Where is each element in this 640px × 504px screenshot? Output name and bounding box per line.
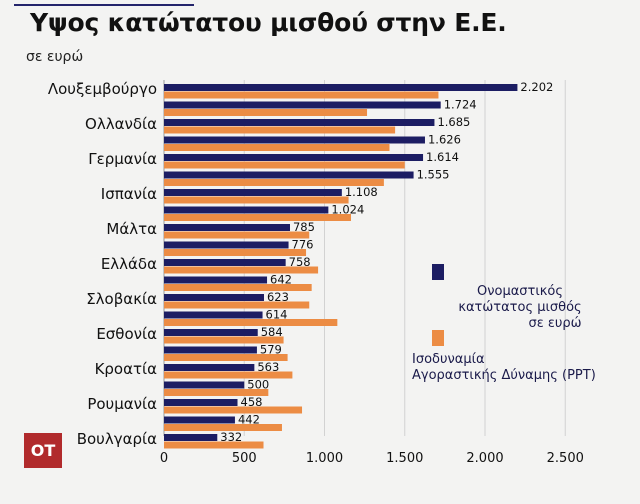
- category-label: Μάλτα: [106, 220, 157, 238]
- value-label: 584: [261, 325, 283, 339]
- bar-nominal: [164, 416, 235, 424]
- bar-ppp: [164, 196, 349, 204]
- value-label: 785: [293, 220, 315, 234]
- bar-ppp: [164, 179, 384, 186]
- value-label: 1.685: [437, 115, 470, 129]
- bar-nominal: [164, 206, 329, 214]
- value-label: 1.555: [417, 168, 450, 182]
- bar-ppp: [164, 424, 282, 431]
- category-label: Κροατία: [95, 360, 158, 378]
- bar-nominal: [164, 154, 424, 161]
- value-label: 614: [266, 308, 288, 322]
- x-tick-label: 1.500: [386, 451, 423, 466]
- bar-nominal: [164, 364, 255, 371]
- value-label: 642: [270, 273, 292, 287]
- bar-nominal: [164, 399, 238, 406]
- chart-subtitle: σε ευρώ: [26, 49, 84, 65]
- bar-ppp: [164, 144, 390, 151]
- x-tick-label: 1.000: [306, 451, 343, 466]
- bar-ppp: [164, 214, 351, 221]
- bar-ppp: [164, 91, 439, 99]
- bar-nominal: [164, 381, 245, 389]
- bar-nominal: [164, 241, 289, 249]
- bar-ppp: [164, 249, 307, 256]
- x-tick-label: 2.500: [547, 451, 584, 466]
- value-label: 1.108: [345, 185, 378, 199]
- bar-ppp: [164, 161, 405, 169]
- value-label: 1.626: [428, 133, 461, 147]
- value-label: 623: [267, 290, 289, 304]
- bar-ppp: [164, 284, 312, 291]
- legend-label-ppp: Ισοδυναμία Αγοραστικής Δύναμης (PPT): [412, 352, 632, 384]
- category-label: Ελλάδα: [101, 255, 157, 273]
- category-label: Ρουμανία: [87, 395, 157, 413]
- bar-nominal: [164, 84, 518, 91]
- value-label: 1.724: [444, 98, 477, 112]
- x-tick-label: 0: [160, 451, 168, 466]
- bar-ppp: [164, 441, 264, 449]
- bar-nominal: [164, 294, 264, 301]
- value-label: 579: [260, 343, 282, 357]
- category-label: Σλοβακία: [86, 290, 157, 308]
- value-label: 332: [220, 430, 242, 444]
- bar-nominal: [164, 171, 414, 179]
- bar-nominal: [164, 224, 290, 231]
- ot-logo: OT: [24, 433, 62, 468]
- bar-ppp: [164, 301, 310, 309]
- bar-nominal: [164, 434, 218, 441]
- value-label: 1.614: [426, 150, 459, 164]
- legend-nominal-line: Ονομαστικός: [477, 284, 563, 299]
- value-label: 2.202: [520, 80, 553, 94]
- bar-nominal: [164, 189, 342, 196]
- legend-swatch-nominal: [432, 264, 444, 280]
- bar-nominal: [164, 101, 441, 109]
- category-label: Εσθονία: [96, 325, 157, 343]
- bar-nominal: [164, 346, 257, 354]
- bar-ppp: [164, 231, 310, 239]
- x-tick-label: 2.000: [466, 451, 503, 466]
- bar-ppp: [164, 406, 303, 414]
- category-label: Γερμανία: [88, 150, 157, 168]
- legend-swatch-ppp: [432, 330, 444, 346]
- legend-nominal: Ονομαστικός κατώτατος μισθός σε ευρώ: [420, 262, 620, 332]
- bar-nominal: [164, 119, 435, 126]
- category-label: Λουξεμβούργο: [48, 80, 157, 98]
- value-label: 442: [238, 413, 260, 427]
- legend-label-nominal: Ονομαστικός κατώτατος μισθός σε ευρώ: [420, 284, 620, 332]
- bar-ppp: [164, 371, 293, 379]
- category-label: Βουλγαρία: [77, 430, 157, 448]
- bar-ppp: [164, 336, 284, 344]
- value-label: 563: [257, 360, 279, 374]
- bar-ppp: [164, 319, 338, 326]
- legend-nominal-line: σε ευρώ: [528, 316, 582, 331]
- x-tick-label: 500: [232, 451, 257, 466]
- value-label: 758: [289, 255, 311, 269]
- value-label: 1.024: [331, 203, 364, 217]
- legend-ppp-line: Ισοδυναμία: [412, 352, 485, 367]
- bar-ppp: [164, 266, 319, 274]
- legend-ppp-line: Αγοραστικής Δύναμης (PPT): [412, 368, 596, 383]
- bar-ppp: [164, 126, 396, 134]
- value-label: 458: [241, 395, 263, 409]
- bar-nominal: [164, 329, 258, 336]
- bar-nominal: [164, 259, 286, 266]
- bar-ppp: [164, 109, 368, 116]
- bar-nominal: [164, 276, 268, 284]
- bar-nominal: [164, 311, 263, 319]
- category-label: Ισπανία: [101, 185, 157, 203]
- title-rule: [14, 4, 194, 6]
- value-label: 500: [247, 378, 269, 392]
- bar-nominal: [164, 136, 425, 144]
- chart-title: Υψος κατώτατου μισθού στην Ε.Ε.: [30, 8, 507, 37]
- legend-ppp: Ισοδυναμία Αγοραστικής Δύναμης (PPT): [412, 330, 632, 386]
- bar-ppp: [164, 389, 269, 396]
- legend-nominal-line: κατώτατος μισθός: [458, 300, 582, 315]
- value-label: 776: [292, 238, 314, 252]
- bar-ppp: [164, 354, 288, 361]
- category-label: Ολλανδία: [85, 115, 157, 133]
